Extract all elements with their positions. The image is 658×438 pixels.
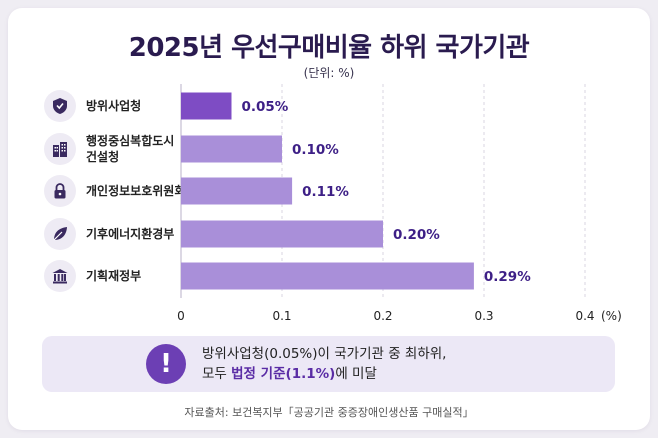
shield-icon	[44, 90, 76, 122]
callout-line-2: 모두 법정 기준(1.1%)에 미달	[202, 366, 377, 382]
category-label: 개인정보보호위원회	[86, 184, 186, 198]
source-note: 자료출처: 보건복지부「공공기관 중증장애인생산품 구매실적」	[184, 406, 474, 419]
category-row: 기획재정부	[44, 258, 204, 294]
bank-icon	[44, 260, 76, 292]
tick-label: 0.2	[373, 309, 392, 323]
bar	[181, 220, 383, 248]
tick-label: 0	[177, 309, 185, 323]
axis-unit-label: (%)	[601, 309, 622, 323]
unit-note: (단위: %)	[303, 66, 355, 80]
category-row: 방위사업청	[44, 88, 204, 124]
exclamation-icon: !	[146, 344, 186, 384]
bar	[181, 262, 474, 290]
data-label: 0.29%	[484, 269, 531, 285]
tick-label: 0.4	[575, 309, 594, 323]
category-row: 개인정보보호위원회	[44, 173, 204, 209]
bar	[181, 92, 232, 120]
callout-text: 방위사업청(0.05%)이 국가기관 중 최하위, 모두 법정 기준(1.1%)…	[202, 344, 446, 384]
callout-highlight: 법정 기준(1.1%)	[231, 366, 336, 382]
bar	[181, 135, 282, 163]
callout-box: ! 방위사업청(0.05%)이 국가기관 중 최하위, 모두 법정 기준(1.1…	[42, 336, 615, 392]
callout-line-1: 방위사업청(0.05%)이 국가기관 중 최하위,	[202, 346, 447, 362]
data-label: 0.05%	[242, 99, 289, 115]
data-label: 0.11%	[302, 184, 349, 200]
tick-label: 0.1	[272, 309, 291, 323]
category-row: 기후에너지환경부	[44, 216, 204, 252]
category-label: 방위사업청	[86, 99, 142, 113]
data-label: 0.20%	[393, 227, 440, 243]
data-label: 0.10%	[292, 142, 339, 158]
bar	[181, 177, 293, 205]
buildings-icon	[44, 133, 76, 165]
category-label: 행정중심복합도시 건설청	[86, 134, 175, 164]
lock-icon	[44, 175, 76, 207]
category-label: 기획재정부	[86, 269, 142, 283]
category-label: 기후에너지환경부	[86, 227, 175, 241]
category-row: 행정중심복합도시 건설청	[44, 131, 204, 167]
chart-title: 2025년 우선구매비율 하위 국가기관	[128, 33, 530, 63]
leaf-icon	[44, 218, 76, 250]
tick-label: 0.3	[474, 309, 493, 323]
